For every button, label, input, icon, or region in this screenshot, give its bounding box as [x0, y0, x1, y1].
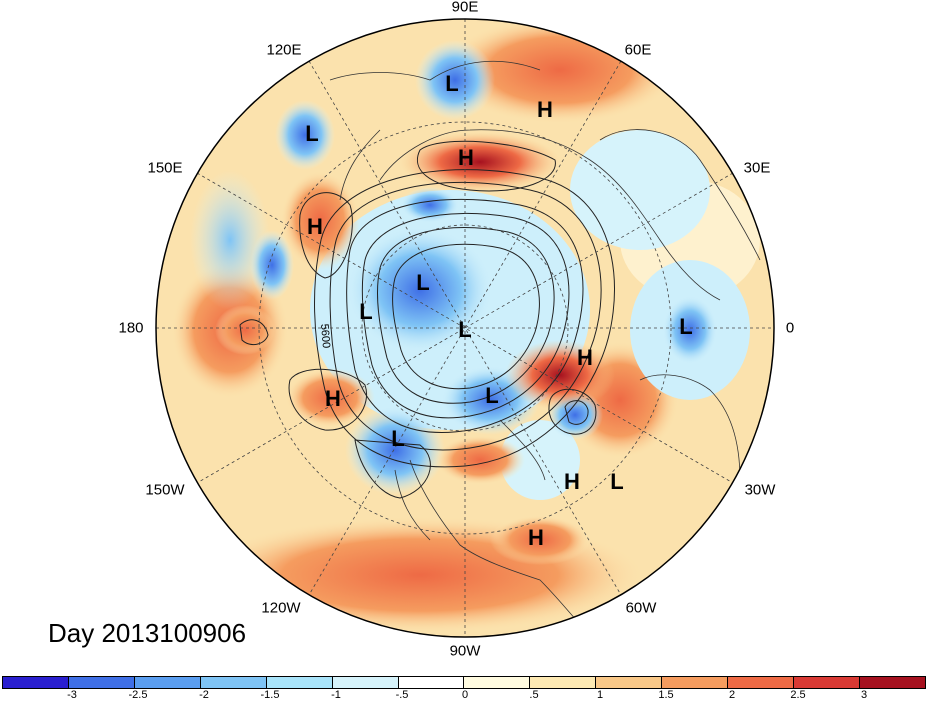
colorbar-swatch [859, 677, 925, 688]
colorbar-swatch [266, 677, 333, 688]
lon-label-30w: 30W [744, 481, 776, 499]
colorbar-swatch [794, 677, 860, 688]
lon-label-180: 180 [118, 319, 144, 337]
pressure-center: L [485, 383, 499, 408]
pressure-center: L [391, 426, 405, 451]
colorbar-swatch [332, 677, 399, 688]
colorbar-swatch [530, 677, 597, 688]
coastlines [329, 60, 761, 636]
contour-label: 5600 [317, 323, 333, 349]
lon-label-90w: 90W [449, 642, 481, 660]
pressure-center: L [458, 317, 472, 342]
colorbar-tick-label: .5 [529, 689, 539, 701]
lon-label-120w: 120W [261, 599, 301, 617]
pressure-center: L [610, 469, 624, 494]
colorbar-tick-label: -2.5 [128, 689, 148, 701]
colorbar-swatch [134, 677, 201, 688]
colorbar-tick-label: 1.5 [658, 689, 674, 701]
pressure-center: H [564, 469, 580, 494]
colorbar-swatch [398, 677, 465, 688]
pressure-center: L [305, 121, 319, 146]
lon-label-120e: 120E [266, 41, 302, 59]
lon-label-0: 0 [785, 319, 795, 337]
pressure-center: H [458, 145, 474, 170]
day-label: Day 2013100906 [48, 618, 247, 648]
colorbar-tick-label: -3 [67, 689, 77, 701]
lon-label-90e: 90E [451, 0, 479, 16]
colorbar-swatch [728, 677, 795, 688]
colorbar-tick-label: -2 [199, 689, 209, 701]
map-boundary [155, 18, 775, 638]
colorbar-tick-label: -1 [331, 689, 341, 701]
colorbar-swatch [3, 677, 69, 688]
colorbar-swatch [464, 677, 531, 688]
lon-label-60e: 60E [624, 41, 652, 59]
colorbar-swatch [596, 677, 663, 688]
colorbar-swatch [68, 677, 135, 688]
colorbar-tick-label: 2 [728, 689, 736, 701]
lon-label-60w: 60W [625, 599, 657, 617]
lon-label-150e: 150E [147, 159, 183, 177]
pressure-center: H [528, 525, 544, 550]
lon-label-150w: 150W [145, 481, 185, 499]
pressure-center: H [537, 97, 553, 122]
colorbar-tick-label: 1 [596, 689, 604, 701]
height-contours [239, 140, 615, 499]
pressure-center: L [416, 270, 430, 295]
colorbar-swatch [662, 677, 729, 688]
colorbar-tick-label: -.5 [395, 689, 409, 701]
colorbar-tick-label: 2.5 [790, 689, 806, 701]
colorbar-tick-label: -1.5 [260, 689, 280, 701]
pressure-center: L [359, 299, 373, 324]
pressure-center: H [325, 386, 341, 411]
pressure-center: H [577, 345, 593, 370]
colorbar-tick-label: 3 [860, 689, 868, 701]
pressure-center: H [307, 214, 323, 239]
pressure-center: L [445, 71, 459, 96]
colorbar [2, 676, 926, 689]
colorbar-swatch [200, 677, 267, 688]
lon-label-30e: 30E [743, 159, 771, 177]
pressure-center: L [679, 314, 693, 339]
graticule [156, 19, 774, 637]
colorbar-tick-label: 0 [461, 689, 469, 701]
